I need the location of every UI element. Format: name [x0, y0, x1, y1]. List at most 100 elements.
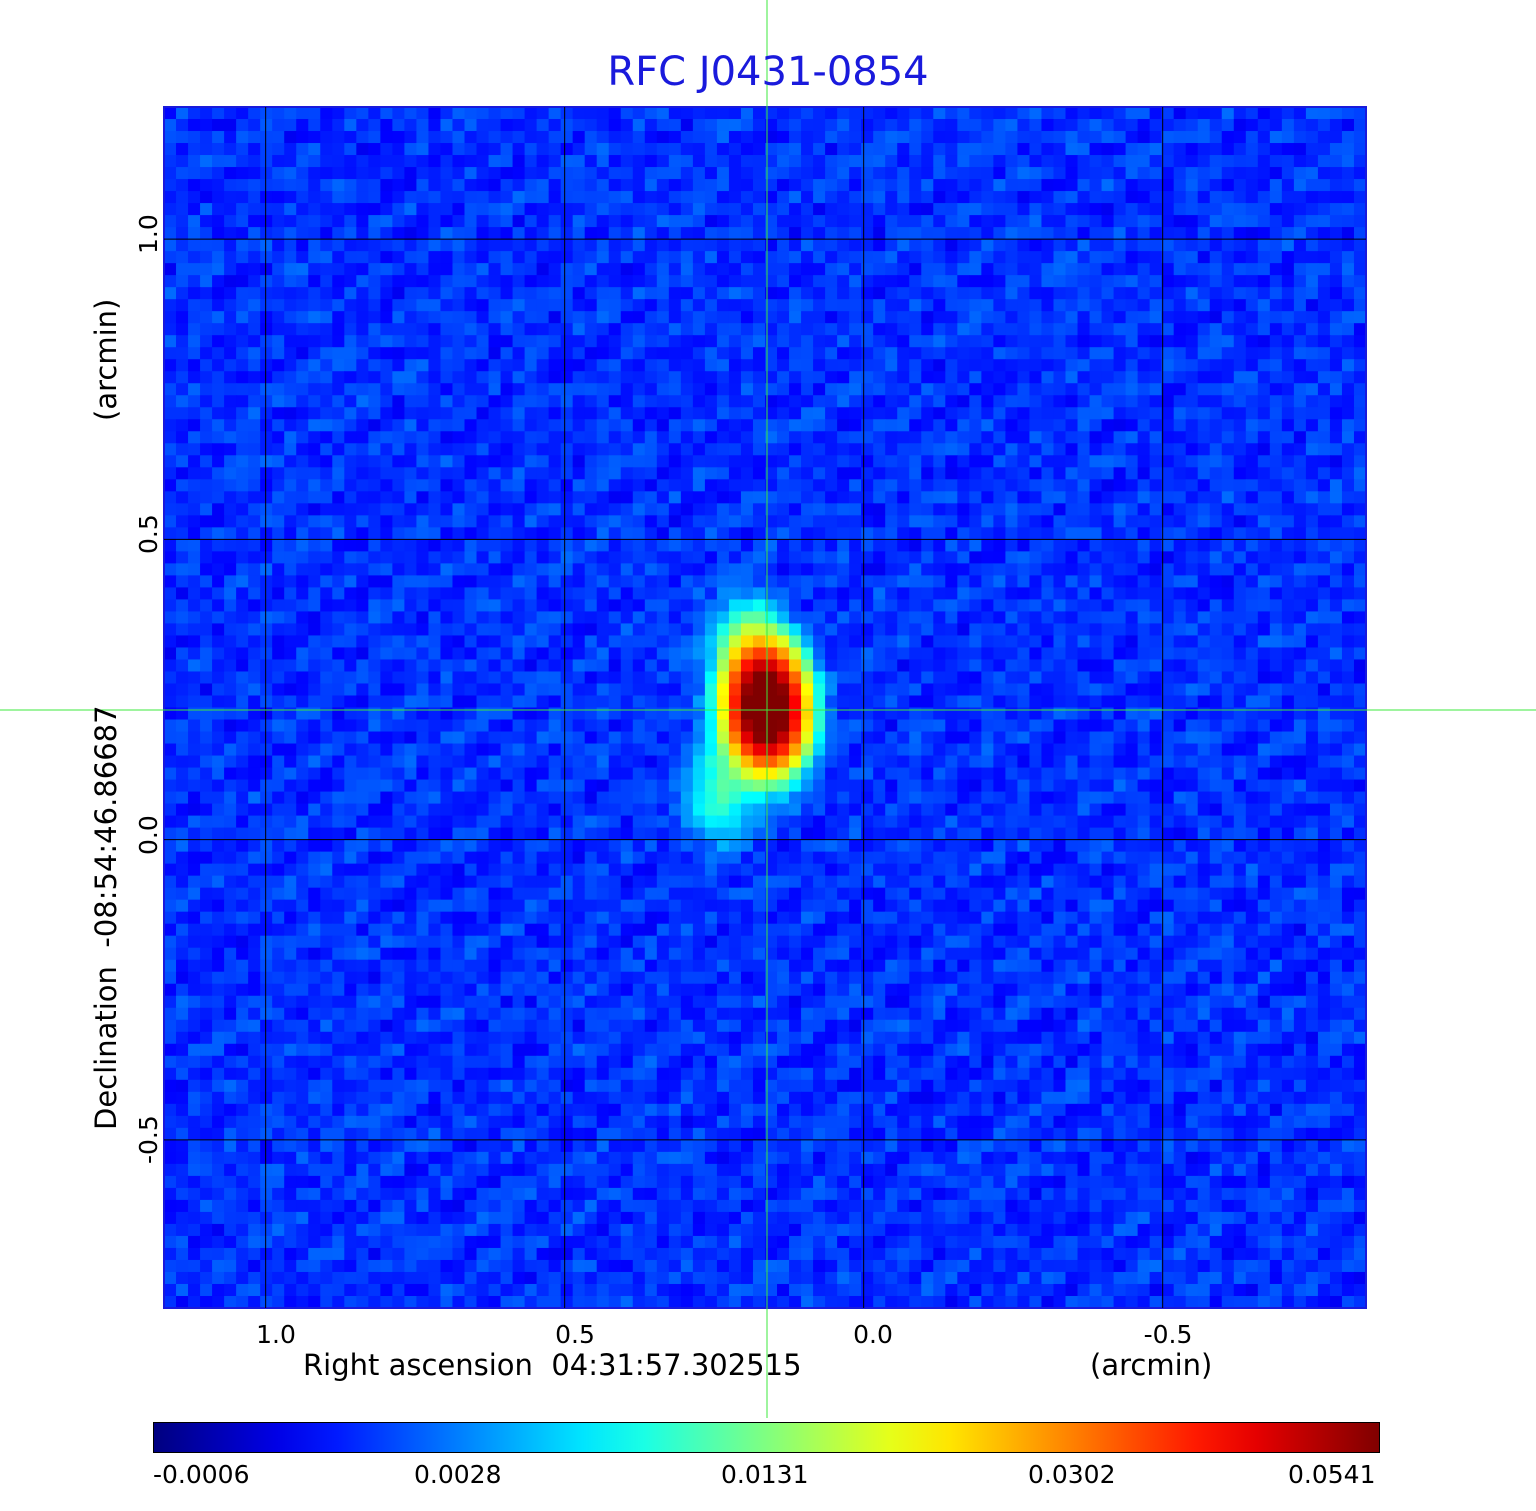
intensity-pixel: [981, 587, 994, 601]
intensity-pixel: [632, 515, 646, 528]
intensity-pixel: [188, 143, 201, 156]
intensity-pixel: [644, 419, 658, 432]
intensity-pixel: [921, 227, 934, 240]
intensity-pixel: [440, 155, 454, 168]
intensity-pixel: [668, 419, 682, 432]
intensity-pixel: [885, 539, 898, 552]
intensity-pixel: [680, 563, 694, 576]
intensity-pixel: [596, 215, 610, 228]
intensity-pixel: [584, 431, 598, 444]
intensity-pixel: [1293, 467, 1307, 480]
intensity-pixel: [704, 407, 718, 420]
intensity-pixel: [1041, 347, 1055, 360]
intensity-pixel: [308, 623, 321, 637]
intensity-pixel: [404, 263, 418, 276]
intensity-pixel: [668, 599, 682, 613]
intensity-pixel: [849, 695, 862, 709]
intensity-pixel: [1197, 311, 1211, 324]
intensity-pixel: [488, 347, 502, 360]
intensity-pixel: [188, 251, 201, 264]
intensity-pixel: [668, 479, 682, 492]
intensity-pixel: [897, 407, 910, 420]
intensity-pixel: [668, 203, 682, 216]
intensity-pixel: [176, 635, 189, 649]
intensity-pixel: [200, 647, 213, 661]
intensity-pixel: [332, 479, 345, 492]
intensity-pixel: [1113, 443, 1127, 456]
intensity-pixel: [921, 383, 934, 396]
intensity-pixel: [452, 287, 466, 300]
intensity-pixel: [957, 491, 970, 504]
intensity-pixel: [1257, 383, 1271, 396]
intensity-pixel: [200, 299, 213, 312]
intensity-pixel: [885, 635, 898, 649]
intensity-pixel: [885, 275, 898, 288]
intensity-pixel: [488, 491, 502, 504]
intensity-pixel: [921, 575, 934, 588]
intensity-pixel: [1329, 443, 1343, 456]
intensity-pixel: [813, 215, 826, 228]
intensity-pixel: [716, 563, 730, 576]
intensity-pixel: [560, 419, 574, 432]
intensity-pixel: [176, 623, 189, 637]
intensity-pixel: [1185, 527, 1199, 540]
intensity-pixel: [236, 371, 249, 384]
intensity-pixel: [825, 479, 838, 492]
intensity-pixel: [1185, 155, 1199, 168]
intensity-pixel: [957, 203, 970, 216]
intensity-pixel: [188, 623, 201, 637]
intensity-pixel: [945, 527, 958, 540]
intensity-pixel: [572, 347, 586, 360]
intensity-pixel: [1317, 299, 1331, 312]
intensity-pixel: [464, 359, 478, 372]
intensity-pixel: [188, 467, 201, 480]
intensity-pixel: [164, 503, 177, 516]
intensity-pixel: [801, 383, 814, 396]
intensity-pixel: [740, 527, 754, 540]
intensity-pixel: [1317, 587, 1331, 601]
intensity-pixel: [1257, 359, 1271, 372]
intensity-pixel: [200, 119, 213, 132]
intensity-pixel: [801, 131, 814, 144]
intensity-pixel: [1293, 119, 1307, 132]
intensity-pixel: [825, 359, 838, 372]
intensity-pixel: [849, 155, 862, 168]
intensity-pixel: [212, 347, 225, 360]
intensity-pixel: [656, 563, 670, 576]
intensity-pixel: [500, 263, 514, 276]
intensity-pixel: [1053, 395, 1067, 408]
intensity-pixel: [1233, 659, 1247, 673]
intensity-pixel: [789, 599, 802, 613]
intensity-pixel: [428, 359, 442, 372]
intensity-pixel: [740, 191, 754, 204]
intensity-pixel: [236, 383, 249, 396]
intensity-pixel: [765, 431, 778, 444]
intensity-pixel: [644, 611, 658, 625]
intensity-pixel: [452, 611, 466, 625]
intensity-pixel: [392, 347, 405, 360]
intensity-pixel: [861, 575, 874, 588]
intensity-pixel: [1077, 251, 1091, 264]
intensity-pixel: [704, 599, 718, 613]
intensity-pixel: [1197, 539, 1211, 552]
intensity-pixel: [921, 287, 934, 300]
intensity-pixel: [416, 287, 430, 300]
intensity-pixel: [957, 107, 970, 120]
intensity-pixel: [404, 107, 418, 120]
intensity-pixel: [885, 419, 898, 432]
intensity-pixel: [728, 263, 742, 276]
intensity-pixel: [512, 467, 526, 480]
intensity-pixel: [728, 311, 742, 324]
intensity-pixel: [164, 647, 177, 661]
intensity-pixel: [1353, 407, 1367, 420]
intensity-pixel: [380, 167, 393, 180]
intensity-pixel: [404, 239, 418, 252]
intensity-pixel: [464, 239, 478, 252]
intensity-pixel: [464, 491, 478, 504]
intensity-pixel: [957, 119, 970, 132]
intensity-pixel: [1089, 635, 1103, 649]
intensity-pixel: [572, 587, 586, 601]
intensity-pixel: [861, 227, 874, 240]
intensity-pixel: [1209, 311, 1223, 324]
intensity-pixel: [464, 623, 478, 637]
